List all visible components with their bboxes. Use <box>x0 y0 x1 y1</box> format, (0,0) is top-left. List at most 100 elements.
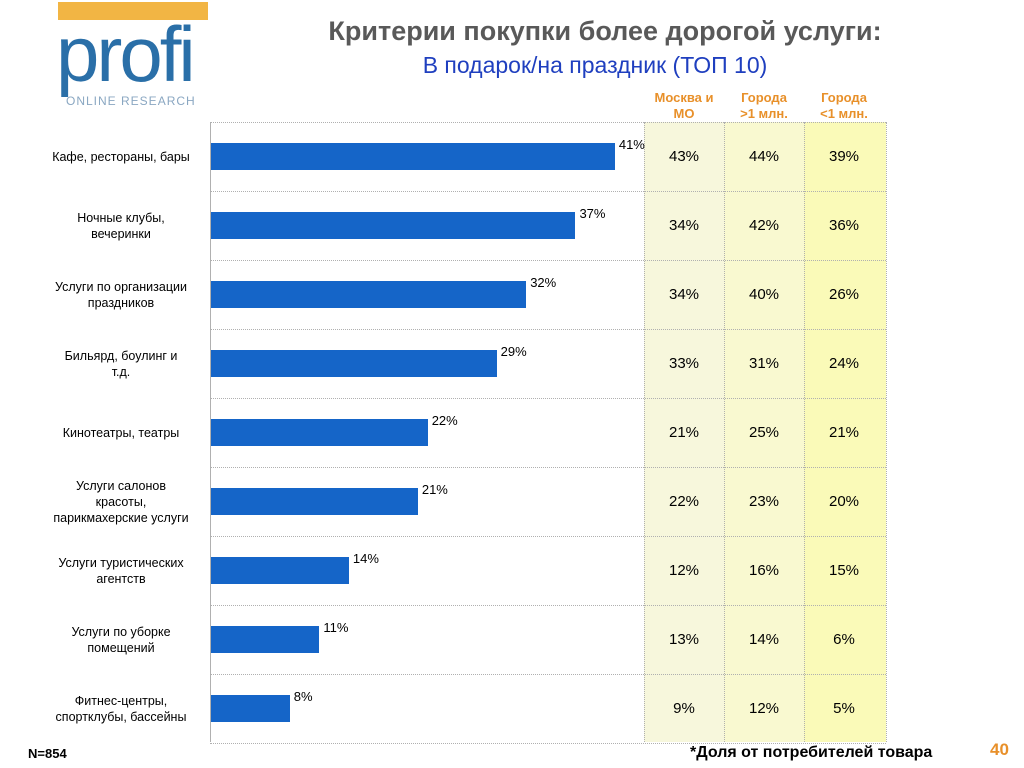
logo-wordmark: profi <box>56 10 196 98</box>
table-divider <box>804 122 805 742</box>
table-cell: 44% <box>748 147 780 165</box>
column-header-moscow: Москва и МО <box>654 90 714 121</box>
sample-size: N=854 <box>28 746 67 761</box>
bar <box>211 211 576 239</box>
bar <box>211 487 418 515</box>
category-label: Услуги по уборке помещений <box>40 607 202 672</box>
grid-line <box>210 191 886 192</box>
bar <box>211 625 320 653</box>
table-column-bg-moscow <box>644 122 724 742</box>
bar <box>211 349 497 377</box>
table-column-bg-small-cities <box>804 122 886 742</box>
footnote: *Доля от потребителей товара <box>690 744 933 761</box>
table-cell: 9% <box>673 699 695 717</box>
table-cell: 42% <box>748 216 780 234</box>
bar-value-label: 32% <box>530 274 557 290</box>
table-cell: 34% <box>668 216 700 234</box>
category-label-line: парикмахерские услуги <box>53 510 189 525</box>
category-label-line: спортклубы, бассейны <box>55 709 187 724</box>
table-cell: 15% <box>828 561 860 579</box>
bar-value-label: 37% <box>579 205 606 221</box>
category-label-line: Услуги по организации <box>55 279 187 294</box>
table-column-bg-big-cities <box>724 122 804 742</box>
category-label-line: вечеринки <box>91 226 151 241</box>
slide-subtitle: В подарок/на праздник (ТОП 10) <box>422 52 768 78</box>
bar <box>211 694 290 722</box>
table-cell: 40% <box>748 285 780 303</box>
table-cell: 31% <box>748 354 780 372</box>
grid-line <box>210 743 886 744</box>
table-cell: 21% <box>668 423 700 441</box>
bar-value-label: 8% <box>293 688 313 704</box>
page-number: 40 <box>990 740 1009 759</box>
column-header-big-cities: Города >1 млн. <box>740 90 788 121</box>
table-cell: 16% <box>748 561 780 579</box>
table-cell: 34% <box>668 285 700 303</box>
table-cell: 6% <box>833 630 855 648</box>
grid-line <box>210 122 886 123</box>
bar <box>211 418 428 446</box>
category-label: Кинотеатры, театры <box>40 400 202 465</box>
grid-line <box>210 398 886 399</box>
category-label-line: Кафе, рестораны, бары <box>52 149 190 164</box>
category-label-line: Бильярд, боулинг и <box>64 348 178 363</box>
slide-title: Критерии покупки более дорогой услуги: <box>328 16 882 46</box>
table-cell: 20% <box>828 492 860 510</box>
category-label: Бильярд, боулинг и т.д. <box>40 331 202 396</box>
bar <box>211 280 527 308</box>
table-cell: 14% <box>748 630 780 648</box>
table-cell: 22% <box>668 492 700 510</box>
grid-line <box>210 260 886 261</box>
category-label-line: Услуги салонов <box>75 478 166 493</box>
category-label-line: Кинотеатры, театры <box>62 425 180 440</box>
bar-value-label: 29% <box>500 343 527 359</box>
table-cell: 25% <box>748 423 780 441</box>
table-cell: 43% <box>668 147 700 165</box>
category-label: Кафе, рестораны, бары <box>40 124 202 189</box>
category-label: Фитнес-центры, спортклубы, бассейны <box>40 676 202 741</box>
table-cell: 33% <box>668 354 700 372</box>
grid-line <box>210 467 886 468</box>
chart-axis <box>210 122 211 742</box>
category-label-line: т.д. <box>111 364 131 379</box>
grid-line <box>210 329 886 330</box>
category-label-line: Услуги по уборке <box>71 624 171 639</box>
category-label: Ночные клубы, вечеринки <box>40 193 202 258</box>
grid-line <box>210 536 886 537</box>
logo-tagline: ONLINE RESEARCH <box>66 94 196 108</box>
table-cell: 5% <box>833 699 855 717</box>
category-label-line: красоты, <box>95 494 147 509</box>
table-cell: 26% <box>828 285 860 303</box>
table-cell: 13% <box>668 630 700 648</box>
bar <box>211 556 349 584</box>
table-cell: 21% <box>828 423 860 441</box>
table-cell: 36% <box>828 216 860 234</box>
profi-logo: profi ONLINE RESEARCH <box>56 2 212 108</box>
table-cell: 23% <box>748 492 780 510</box>
bar <box>211 142 615 170</box>
column-header-small-cities: Города <1 млн. <box>820 90 868 121</box>
category-label-line: Ночные клубы, <box>77 210 165 225</box>
category-label-line: Услуги туристических <box>58 555 184 570</box>
table-cell: 12% <box>668 561 700 579</box>
grid-line <box>210 605 886 606</box>
bar-value-label: 41% <box>618 136 645 152</box>
table-divider <box>644 122 645 742</box>
bar-value-label: 14% <box>352 550 379 566</box>
table-divider <box>886 122 887 742</box>
category-label: Услуги по организации праздников <box>40 262 202 327</box>
category-label: Услуги салонов красоты, парикмахерские усл… <box>40 469 202 534</box>
table-cell: 24% <box>828 354 860 372</box>
bar-value-label: 11% <box>323 619 349 635</box>
table-divider <box>724 122 725 742</box>
category-label-line: праздников <box>87 295 155 310</box>
category-label-line: помещений <box>87 640 155 655</box>
table-cell: 12% <box>748 699 780 717</box>
logo-accent-bar <box>58 2 208 20</box>
category-label: Услуги туристических агентств <box>40 538 202 603</box>
bar-value-label: 21% <box>421 481 448 497</box>
grid-line <box>210 674 886 675</box>
table-cell: 39% <box>828 147 860 165</box>
bar-value-label: 22% <box>431 412 458 428</box>
category-label-line: агентств <box>96 571 146 586</box>
